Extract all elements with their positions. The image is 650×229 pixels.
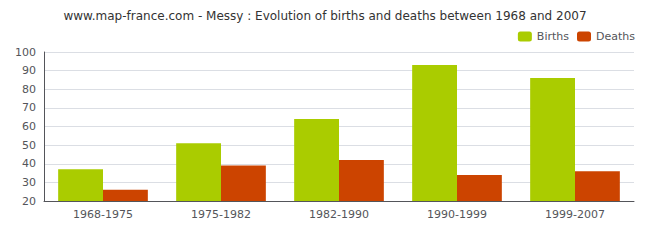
svg-text:60: 60 <box>22 120 36 133</box>
svg-text:1990-1999: 1990-1999 <box>427 208 487 221</box>
svg-text:1975-1982: 1975-1982 <box>191 208 251 221</box>
svg-text:80: 80 <box>22 83 36 96</box>
svg-text:30: 30 <box>22 176 36 189</box>
svg-text:1999-2007: 1999-2007 <box>545 208 605 221</box>
svg-text:Births: Births <box>537 30 569 43</box>
svg-text:50: 50 <box>22 139 36 152</box>
svg-text:90: 90 <box>22 64 36 77</box>
svg-text:1982-1990: 1982-1990 <box>309 208 369 221</box>
svg-text:Deaths: Deaths <box>596 30 635 43</box>
svg-text:40: 40 <box>22 157 36 170</box>
svg-text:1968-1975: 1968-1975 <box>73 208 133 221</box>
svg-text:100: 100 <box>15 46 36 59</box>
svg-text:www.map-france.com - Messy : E: www.map-france.com - Messy : Evolution o… <box>63 9 586 23</box>
svg-text:20: 20 <box>22 195 36 208</box>
svg-text:70: 70 <box>22 101 36 114</box>
